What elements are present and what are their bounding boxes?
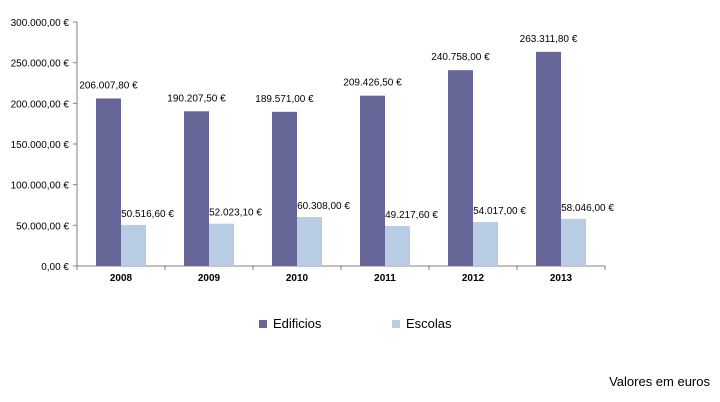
legend-swatch-escolas [392, 319, 400, 328]
x-tick-label: 2013 [550, 273, 573, 284]
data-label-escolas-2010: 60.308,00 € [297, 201, 350, 212]
bar-edificios-2012 [448, 70, 473, 266]
bar-escolas-2011 [385, 225, 410, 266]
data-label-escolas-2008: 50.516,60 € [121, 209, 174, 220]
y-tick-label: 150.000,00 € [11, 140, 70, 151]
legend-item-edificios: Edificios [259, 316, 321, 331]
bar-escolas-2013 [561, 218, 586, 266]
x-tick-label: 2011 [374, 273, 396, 284]
data-label-edificios-2013: 263.311,80 € [520, 34, 578, 45]
x-axis-ticks: 2008 2009 2010 2011 2012 2013 [76, 266, 606, 284]
data-label-escolas-2013: 58.046,00 € [561, 203, 614, 214]
y-tick-label: 0,00 € [41, 262, 69, 273]
bar-edificios-2013 [536, 51, 561, 266]
y-tick-label: 300.000,00 € [11, 18, 70, 29]
legend-label-escolas: Escolas [406, 316, 452, 331]
bar-edificios-2011 [360, 95, 385, 266]
bar-edificios-2008 [96, 98, 121, 266]
bar-escolas-2012 [473, 222, 498, 266]
x-tick-label: 2008 [110, 273, 133, 284]
legend-label-edificios: Edificios [273, 316, 322, 331]
y-axis-ticks: 0,00 € 50.000,00 € 100.000,00 € 150.000,00 … [11, 18, 77, 273]
y-tick-label: 250.000,00 € [11, 59, 70, 70]
data-label-edificios-2012: 240.758,00 € [431, 52, 490, 63]
x-tick-label: 2009 [198, 273, 221, 284]
x-tick-label: 2010 [286, 273, 309, 284]
data-label-escolas-2012: 54.017,00 € [473, 206, 526, 217]
legend-swatch-edificios [259, 319, 267, 328]
units-note: Valores em euros [609, 374, 710, 389]
data-label-edificios-2011: 209.426,50 € [343, 78, 402, 89]
data-label-escolas-2011: 49.217,60 € [385, 210, 438, 221]
bar-edificios-2009 [184, 111, 209, 266]
bar-escolas-2008 [121, 224, 146, 266]
bar-escolas-2009 [209, 223, 234, 266]
data-label-edificios-2010: 189.571,00 € [255, 94, 314, 105]
x-tick-label: 2012 [462, 273, 485, 284]
bar-chart: 0,00 € 50.000,00 € 100.000,00 € 150.000,00 … [11, 18, 615, 284]
legend-item-escolas: Escolas [392, 316, 452, 331]
bar-escolas-2010 [297, 216, 322, 266]
y-tick-label: 200.000,00 € [11, 99, 70, 110]
y-tick-label: 100.000,00 € [11, 181, 70, 192]
data-label-escolas-2009: 52.023,10 € [209, 208, 262, 219]
y-tick-label: 50.000,00 € [16, 221, 69, 232]
bar-edificios-2010 [272, 111, 297, 267]
bars: 206.007,80 € 50.516,60 € 190.207,50 € 52.02… [79, 34, 614, 267]
legend: Edificios Escolas [0, 316, 720, 336]
data-label-edificios-2008: 206.007,80 € [79, 80, 138, 91]
data-label-edificios-2009: 190.207,50 € [167, 93, 226, 104]
